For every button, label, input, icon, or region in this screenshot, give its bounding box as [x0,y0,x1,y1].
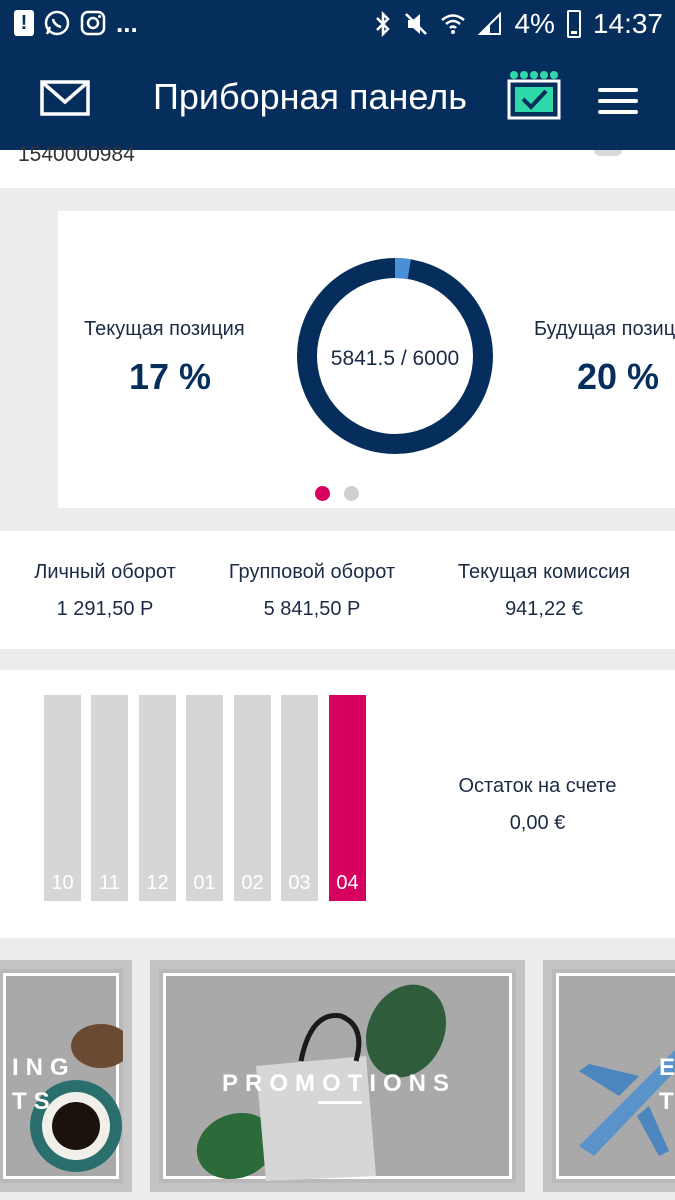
current-commission: Текущая комиссия 941,22 € [439,561,649,621]
signal-icon [478,12,502,35]
future-position-label: Будущая позиц [534,318,675,340]
month-label: 10 [51,872,74,894]
hamburger-menu-icon[interactable] [598,88,638,114]
month-bar-active[interactable]: 04 [329,695,366,901]
month-label: 03 [288,872,311,894]
month-bar[interactable]: 02 [234,695,271,901]
mute-icon [405,13,428,35]
promo-underline [318,1101,362,1104]
promo-tile-coffee[interactable]: ING TS [0,960,132,1192]
app-header: Приборная панель [0,50,675,150]
month-bar[interactable]: 12 [139,695,176,901]
pagination-dot-active[interactable] [315,486,330,501]
month-bar[interactable]: 03 [281,695,318,901]
promo-title-right: E T [659,1051,675,1119]
status-bar: ! ... 4% 14: [0,0,675,50]
promo-tile-promotions[interactable]: PROMOTIONS [150,960,525,1192]
member-id: 1540000984 [18,143,135,166]
toggle-handle[interactable] [594,150,622,156]
group-turnover-label: Групповой оборот [228,561,396,583]
month-bar[interactable]: 11 [91,695,128,901]
future-position-value: 20 % [576,356,660,397]
month-label: 12 [146,872,169,894]
clock: 14:37 [592,8,663,39]
account-balance-label: Остаток на счете [458,775,617,797]
calendar-check-icon[interactable] [506,70,562,122]
group-turnover: Групповой оборот 5 841,50 Р [207,561,417,621]
progress-ring-highlight [297,258,493,454]
position-card: Текущая позиция 17 % 5841.5 / 6000 Будущ… [58,211,675,508]
airplane-image [579,1050,675,1156]
turnover-stats: Личный оборот 1 291,50 Р Групповой оборо… [0,531,675,649]
progress-ring [297,258,493,454]
promo-title-left: ING TS [12,1054,76,1115]
personal-turnover-value: 1 291,50 Р [56,598,154,620]
carousel-pagination [315,486,359,501]
current-commission-label: Текущая комиссия [457,561,631,583]
more-notifications-icon: ... [116,8,138,38]
pagination-dot[interactable] [344,486,359,501]
shopping-bag-image [196,984,446,1181]
mail-icon[interactable] [40,80,90,116]
personal-turnover-label: Личный оборот [34,561,176,583]
promo-title-center: PROMOTIONS [222,1070,457,1097]
wifi-icon [441,14,466,34]
month-bar[interactable]: 01 [186,695,223,901]
current-commission-value: 941,22 € [505,598,583,620]
whatsapp-icon [44,10,70,36]
instagram-icon [80,10,106,36]
current-position-value: 17 % [128,356,212,397]
promo-tile-travel[interactable]: E T [543,960,675,1192]
month-selector: 10 11 12 01 02 03 04 Остаток на счете 0,… [0,670,675,938]
month-label: 02 [241,872,264,894]
battery-icon [566,10,581,38]
month-bar[interactable]: 10 [44,695,81,901]
month-label: 04 [336,872,359,894]
alert-icon: ! [14,10,34,36]
progress-ring-text: 5841.5 / 6000 [330,347,460,370]
bluetooth-icon [376,11,391,37]
current-position-label: Текущая позиция [84,318,245,340]
month-label: 01 [193,872,216,894]
account-balance-value: 0,00 € [509,812,566,834]
battery-percent: 4% [514,8,555,39]
month-label: 11 [99,872,120,894]
page-title: Приборная панель [152,76,468,117]
coffee-cup-image [30,1024,123,1172]
member-card: 1540000984 [0,143,675,188]
position-carousel[interactable]: Текущая позиция 17 % 5841.5 / 6000 Будущ… [0,190,675,530]
personal-turnover: Личный оборот 1 291,50 Р [0,561,210,621]
group-turnover-value: 5 841,50 Р [263,598,361,620]
